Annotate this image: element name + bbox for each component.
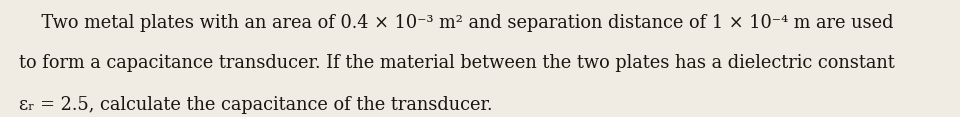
Text: to form a capacitance transducer. If the material between the two plates has a d: to form a capacitance transducer. If the…	[19, 54, 895, 72]
Text: εᵣ = 2.5, calculate the capacitance of the transducer.: εᵣ = 2.5, calculate the capacitance of t…	[19, 96, 492, 114]
Text: Two metal plates with an area of 0.4 × 10⁻³ m² and separation distance of 1 × 10: Two metal plates with an area of 0.4 × 1…	[19, 14, 894, 32]
